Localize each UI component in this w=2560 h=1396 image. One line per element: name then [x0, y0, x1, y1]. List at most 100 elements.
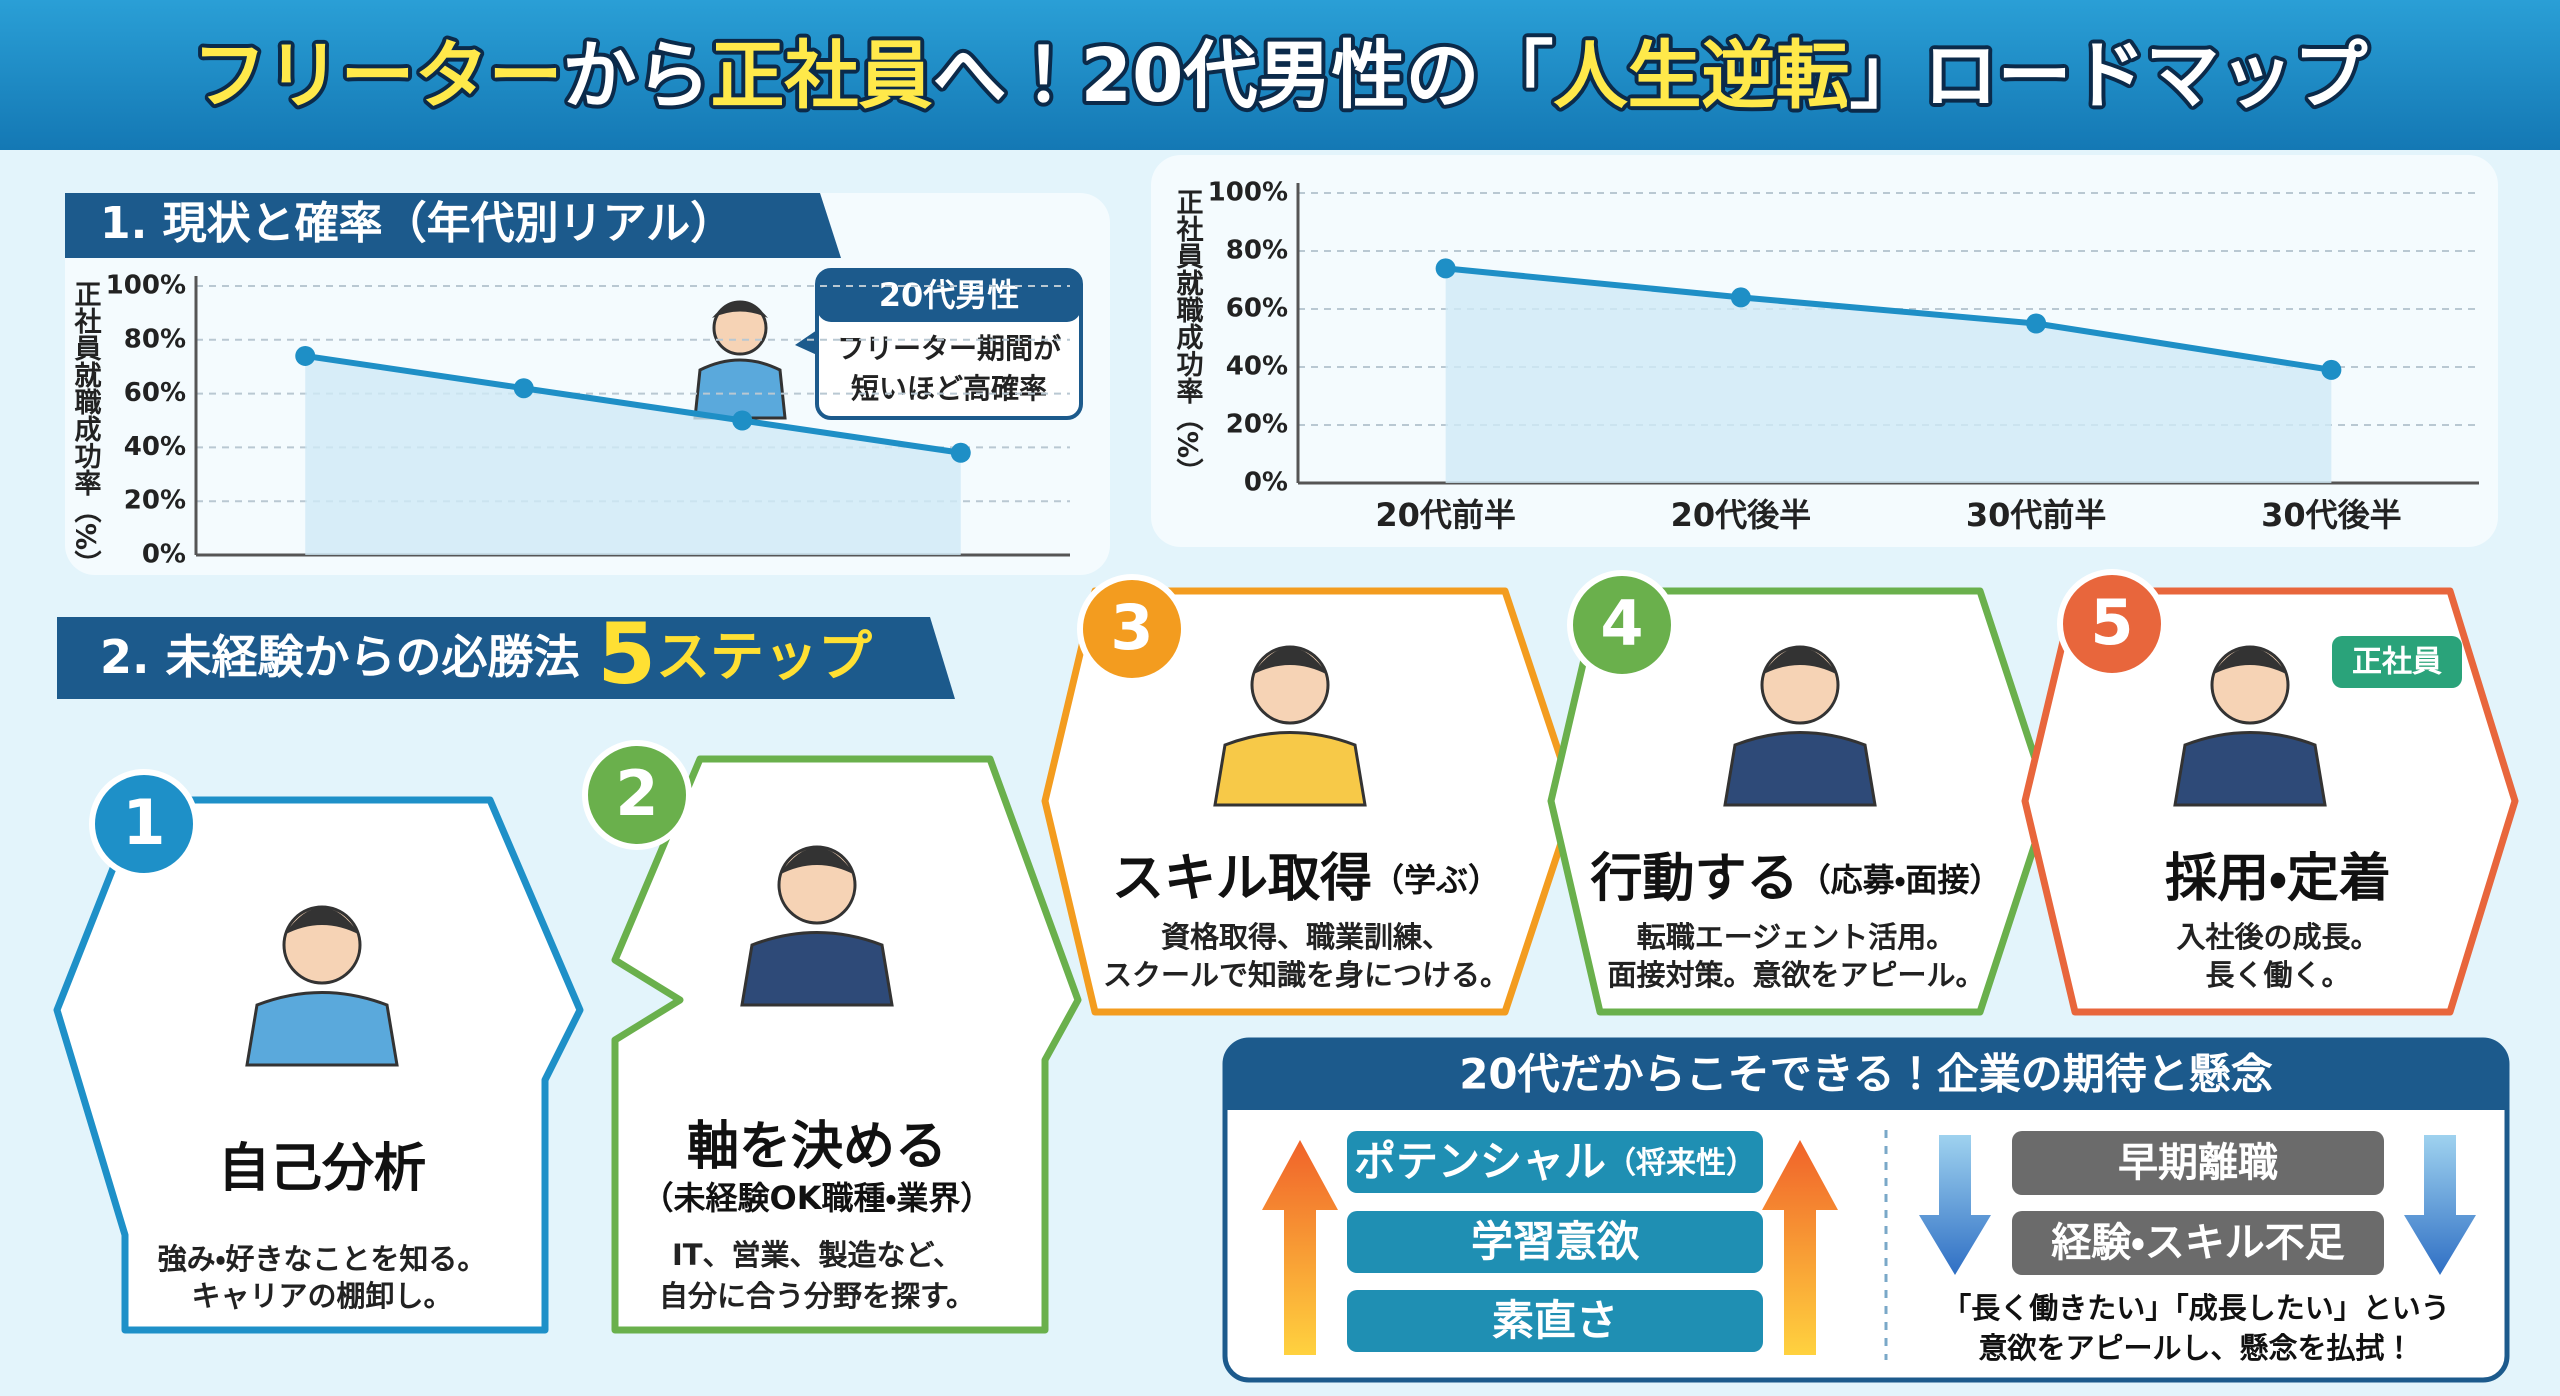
step-title: 行動する（応募・面接）	[1591, 849, 2002, 909]
step-illustration	[1213, 731, 1367, 807]
step-number-circle	[582, 740, 692, 850]
step-title: スキル取得（学ぶ）	[1112, 849, 1500, 909]
step-card	[611, 755, 1082, 1334]
x-tick-label: 20代後半	[1671, 496, 1812, 534]
point	[513, 378, 534, 399]
section1-tab	[65, 193, 841, 258]
y-tick-label: 0%	[1244, 468, 1288, 498]
callout-line: 短いほど高確率	[851, 372, 1047, 405]
concern: 経験・スキル不足	[2051, 1220, 2345, 1266]
step-subtitle: （応募・面接）	[1799, 861, 2002, 899]
step-number-circle	[89, 769, 199, 879]
title-part: 正社員	[711, 33, 933, 119]
title-part: へ！20代男性の「	[933, 33, 1554, 119]
step-illustration	[1723, 731, 1877, 807]
badge	[2332, 636, 2462, 688]
concern-box	[2012, 1131, 2384, 1195]
point	[1730, 287, 1751, 308]
panel-note: 意欲をアピールし、懸念を払拭！	[1978, 1331, 2413, 1365]
panel-title: 20代だからこそできる！企業の期待と懸念	[1459, 1050, 2273, 1099]
x-tick-label: 30代前半	[1966, 496, 2107, 534]
y-tick-label: 80%	[124, 324, 186, 354]
panel-note: 「長く働きたい」「成長したい」という	[1942, 1291, 2450, 1325]
step-description: 面接対策。意欲をアピール。	[1607, 958, 1984, 992]
point	[1435, 258, 1456, 279]
y-tick-label: 40%	[124, 432, 186, 462]
step-illustration	[2173, 731, 2327, 807]
step-description: 資格取得、職業訓練、	[1161, 920, 1451, 954]
step-illustration	[245, 991, 399, 1067]
step-illustration	[779, 847, 855, 875]
callout-person	[693, 300, 787, 420]
up-arrow	[1262, 1140, 1338, 1355]
step-description: 入社後の成長。	[2176, 920, 2379, 954]
step-illustration	[284, 907, 360, 935]
y-tick-label: 100%	[106, 271, 186, 301]
step-description: IT、営業、製造など、	[672, 1238, 962, 1272]
callout-header	[817, 270, 1081, 322]
step-description: 転職エージェント活用。	[1637, 920, 1955, 954]
concern: 早期離職	[2118, 1140, 2278, 1186]
expectation-box	[1347, 1211, 1763, 1273]
step-illustration	[740, 931, 894, 1007]
step-title-text: 軸を決める	[687, 1117, 947, 1177]
y-tick-label: 80%	[1226, 236, 1288, 266]
step-description: スクールで知識を身につける。	[1103, 958, 1509, 992]
section2-title: 2. 未経験からの必勝法 5ステップ	[100, 605, 872, 703]
step-title: 採用・定着	[2165, 849, 2391, 909]
page-title: フリーターから正社員へ！20代男性の「人生逆転」ロードマップ	[193, 33, 2368, 119]
x-tick-label: 30代後半	[2261, 496, 2402, 534]
expectation: 素直さ	[1492, 1296, 1618, 1345]
y-tick-label: 60%	[1226, 294, 1288, 324]
point	[732, 410, 753, 431]
title-part: 」ロードマップ	[1849, 33, 2367, 119]
point	[2026, 313, 2047, 334]
x-tick-label: 20代前半	[1375, 496, 1516, 534]
title-part: 人生逆転	[1553, 33, 1849, 119]
step-number-circle	[1077, 574, 1187, 684]
section2-text: 2. 未経験からの必勝法	[100, 630, 580, 684]
concern-box	[2012, 1211, 2384, 1275]
y-axis-label: 正社員就職成功率（%）	[1172, 188, 1205, 485]
step-title-text: 自己分析	[218, 1139, 426, 1199]
step-description: 強み・好きなことを知る。	[158, 1242, 487, 1276]
title-part: から	[563, 33, 711, 119]
y-tick-label: 100%	[1208, 178, 1288, 208]
step-description: 長く働く。	[2205, 958, 2350, 992]
point	[2321, 359, 2342, 380]
y-tick-label: 60%	[124, 378, 186, 408]
down-arrow	[1919, 1135, 1991, 1275]
step-illustration	[1762, 647, 1838, 675]
point	[295, 345, 316, 366]
down-arrow	[2404, 1135, 2476, 1275]
step-title: 自己分析	[218, 1139, 426, 1199]
step-subtitle: （学ぶ）	[1372, 861, 1500, 899]
expectation-text: ポテンシャル	[1354, 1137, 1606, 1186]
step-subtitle: （未経験OK職種・業界）	[642, 1179, 993, 1217]
step-number: 4	[1600, 587, 1643, 660]
expectation-box	[1347, 1131, 1763, 1193]
expectation-text: 学習意欲	[1471, 1217, 1640, 1266]
step-title: 軸を決める	[687, 1117, 947, 1177]
step-number-circle	[2057, 569, 2167, 679]
y-tick-label: 20%	[1226, 410, 1288, 440]
step-number: 2	[615, 757, 658, 830]
y-axis-label: 正社員就職成功率（%）	[70, 280, 103, 577]
callout-line: フリーター期間が	[837, 332, 1061, 365]
up-arrow	[1762, 1140, 1838, 1355]
line	[1445, 265, 2332, 373]
point	[950, 442, 971, 463]
callout-pointer	[795, 330, 817, 355]
y-tick-label: 20%	[124, 486, 186, 516]
step-number-circle	[1567, 570, 1677, 680]
panel-header	[1225, 1040, 2507, 1110]
section2-number: 5	[598, 605, 656, 703]
step-title-text: 採用・定着	[2165, 849, 2391, 909]
header-bar	[0, 0, 2560, 150]
step-title-text: スキル取得	[1112, 849, 1372, 909]
step-description: キャリアの棚卸し。	[191, 1279, 452, 1313]
section1-title: 1. 現状と確率（年代別リアル）	[100, 198, 734, 249]
section2-suffix: ステップ	[656, 625, 872, 688]
